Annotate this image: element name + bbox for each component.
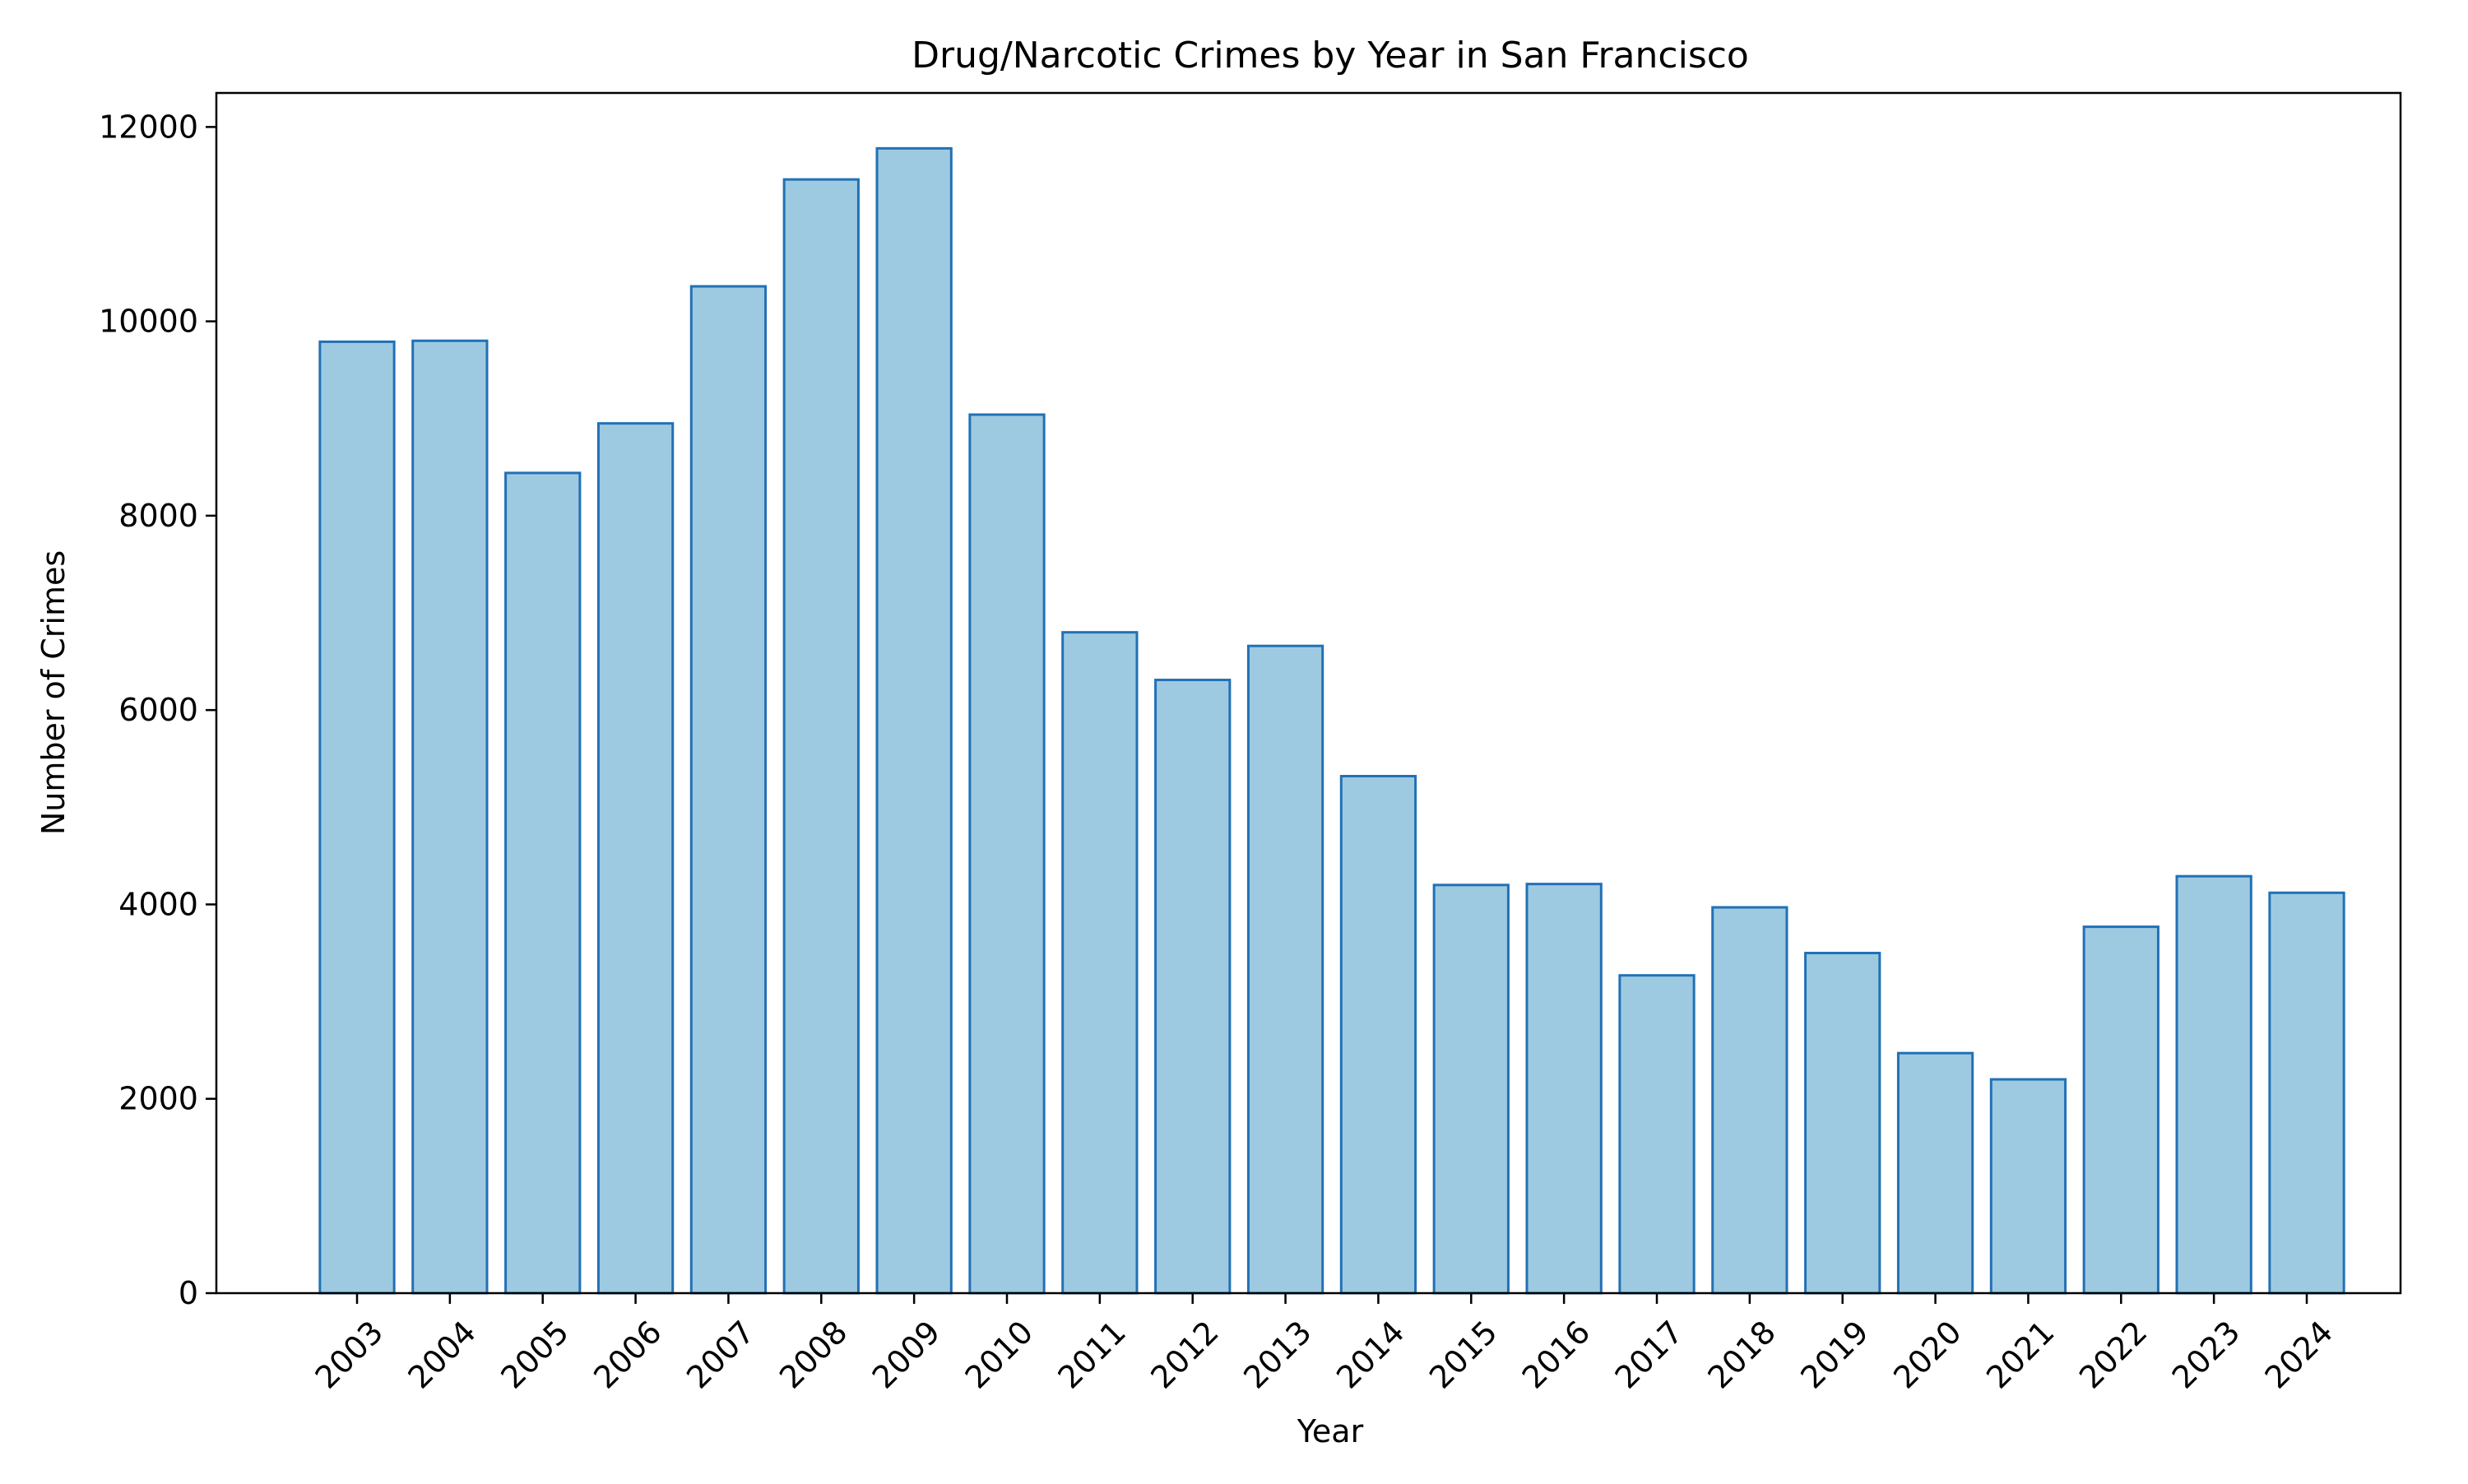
bar-2022 xyxy=(2082,925,2160,1295)
bar-2004 xyxy=(411,339,489,1295)
y-tick-label-10000: 10000 xyxy=(99,304,198,340)
x-tick-label-2008: 2008 xyxy=(772,1314,855,1396)
y-axis-label: Number of Crimes xyxy=(35,550,72,835)
y-tick-label-4000: 4000 xyxy=(118,886,198,922)
x-tick-label-2018: 2018 xyxy=(1701,1314,1784,1396)
y-tick-label-2000: 2000 xyxy=(118,1081,198,1117)
x-tick-label-2004: 2004 xyxy=(401,1314,484,1396)
x-tick-label-2013: 2013 xyxy=(1236,1314,1319,1396)
y-tick-label-12000: 12000 xyxy=(99,109,198,145)
bar-2011 xyxy=(1061,631,1139,1295)
bar-2014 xyxy=(1339,775,1417,1295)
bar-2003 xyxy=(318,340,396,1295)
bar-2006 xyxy=(596,422,675,1295)
y-tick-label-6000: 6000 xyxy=(118,692,198,728)
bar-2016 xyxy=(1525,883,1603,1295)
bar-2008 xyxy=(782,178,860,1295)
plot-frame xyxy=(215,91,2402,1295)
chart-title: Drug/Narcotic Crimes by Year in San Fran… xyxy=(912,35,1749,77)
bar-2021 xyxy=(1989,1078,2067,1295)
x-tick-label-2016: 2016 xyxy=(1515,1314,1598,1396)
bar-2007 xyxy=(689,285,768,1295)
bar-2023 xyxy=(2175,874,2252,1295)
x-tick-label-2009: 2009 xyxy=(865,1314,948,1396)
x-tick-label-2020: 2020 xyxy=(1886,1314,1969,1396)
x-tick-label-2019: 2019 xyxy=(1793,1314,1876,1396)
x-tick-label-2021: 2021 xyxy=(1979,1314,2062,1396)
x-tick-label-2014: 2014 xyxy=(1329,1314,1412,1396)
bar-2018 xyxy=(1711,906,1788,1295)
x-tick-label-2011: 2011 xyxy=(1051,1314,1134,1396)
x-tick-label-2022: 2022 xyxy=(2072,1314,2155,1396)
bar-2013 xyxy=(1246,644,1324,1295)
x-tick-label-2015: 2015 xyxy=(1422,1314,1505,1396)
x-axis-label: Year xyxy=(1297,1413,1364,1449)
x-tick-label-2007: 2007 xyxy=(680,1314,762,1396)
x-tick-label-2023: 2023 xyxy=(2165,1314,2248,1396)
bar-2009 xyxy=(875,146,953,1295)
bar-2015 xyxy=(1432,883,1510,1295)
x-tick-label-2012: 2012 xyxy=(1144,1314,1226,1396)
bar-2019 xyxy=(1804,952,1881,1295)
x-tick-label-2006: 2006 xyxy=(587,1314,669,1396)
bar-2017 xyxy=(1618,974,1696,1295)
axes-layer xyxy=(215,91,2402,1295)
x-tick-label-2003: 2003 xyxy=(308,1314,391,1396)
x-tick-label-2024: 2024 xyxy=(2258,1314,2340,1396)
bar-2020 xyxy=(1896,1051,1974,1295)
bar-2010 xyxy=(968,413,1046,1295)
y-tick-label-8000: 8000 xyxy=(118,498,198,534)
bars-layer xyxy=(318,146,2345,1295)
y-tick-label-0: 0 xyxy=(179,1275,198,1311)
x-tick-label-2017: 2017 xyxy=(1608,1314,1691,1396)
bar-2012 xyxy=(1154,679,1232,1295)
x-tick-label-2005: 2005 xyxy=(494,1314,576,1396)
bar-2024 xyxy=(2268,891,2345,1295)
x-tick-label-2010: 2010 xyxy=(958,1314,1041,1396)
bar-2005 xyxy=(504,471,582,1295)
